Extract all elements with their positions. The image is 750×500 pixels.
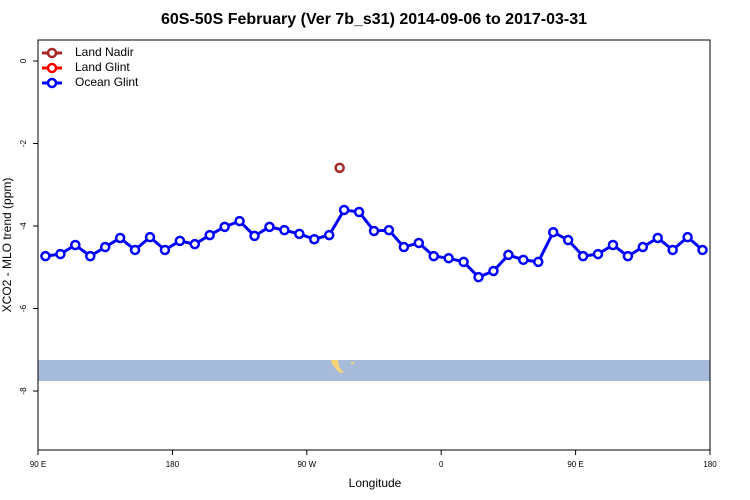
point [334,162,345,174]
x-tick-label: 90 W [297,460,316,469]
y-tick-label: -4 [19,222,28,230]
point [413,237,425,249]
x-axis-label: Longitude [349,476,402,490]
x-tick-label: 90 E [30,460,46,469]
point [622,250,634,262]
point [40,250,51,262]
point [70,239,81,251]
point [338,204,350,216]
point [279,224,290,236]
point [667,244,678,256]
x-tick-label: 180 [166,460,180,469]
point [234,215,245,227]
point [189,238,201,250]
point [682,231,693,243]
point [114,232,126,244]
point [637,241,649,253]
point [249,230,260,242]
point [592,248,604,260]
point [652,232,663,244]
point [55,248,66,260]
y-tick-label: -8 [19,387,28,395]
point [488,265,499,277]
point [577,250,589,262]
point [264,221,275,233]
point [503,249,514,261]
y-tick-label: 0 [19,58,28,63]
point [398,241,410,253]
line [45,208,704,279]
point [443,252,454,264]
y-tick-label: -6 [19,304,28,312]
map-land [331,360,345,373]
legend-marker [46,62,58,74]
map-strip [38,360,710,381]
point [144,231,156,243]
point [562,234,574,246]
x-tick-label: 90 E [567,460,583,469]
point [697,244,708,256]
point [99,241,111,253]
point [85,250,96,262]
map-land [351,362,354,364]
plot-frame [37,39,711,451]
point [309,233,320,245]
point [607,239,619,251]
point [294,228,305,240]
map-ocean [38,360,710,381]
point [174,235,186,247]
legend-marker [46,47,58,59]
x-tick-label: 0 [439,460,444,469]
point [547,226,559,238]
point [458,256,469,268]
point [353,206,365,218]
point [204,229,215,241]
point [219,221,230,233]
legend-label: Land Glint [75,60,130,74]
legend-marker [46,77,58,89]
legend-label: Land Nadir [75,45,134,59]
point [159,244,171,256]
point [473,271,484,283]
point [428,250,439,262]
chart-title: 60S-50S February (Ver 7b_s31) 2014-09-06… [161,11,587,28]
y-axis-label: XCO2 - MLO trend (ppm) [0,178,14,313]
point [368,225,380,237]
x-tick-label: 180 [703,460,717,469]
point [533,256,544,268]
point [129,244,141,256]
point [518,254,529,266]
point [383,224,395,236]
legend-label: Ocean Glint [75,75,139,89]
point [323,229,335,241]
y-tick-label: -2 [19,139,28,147]
